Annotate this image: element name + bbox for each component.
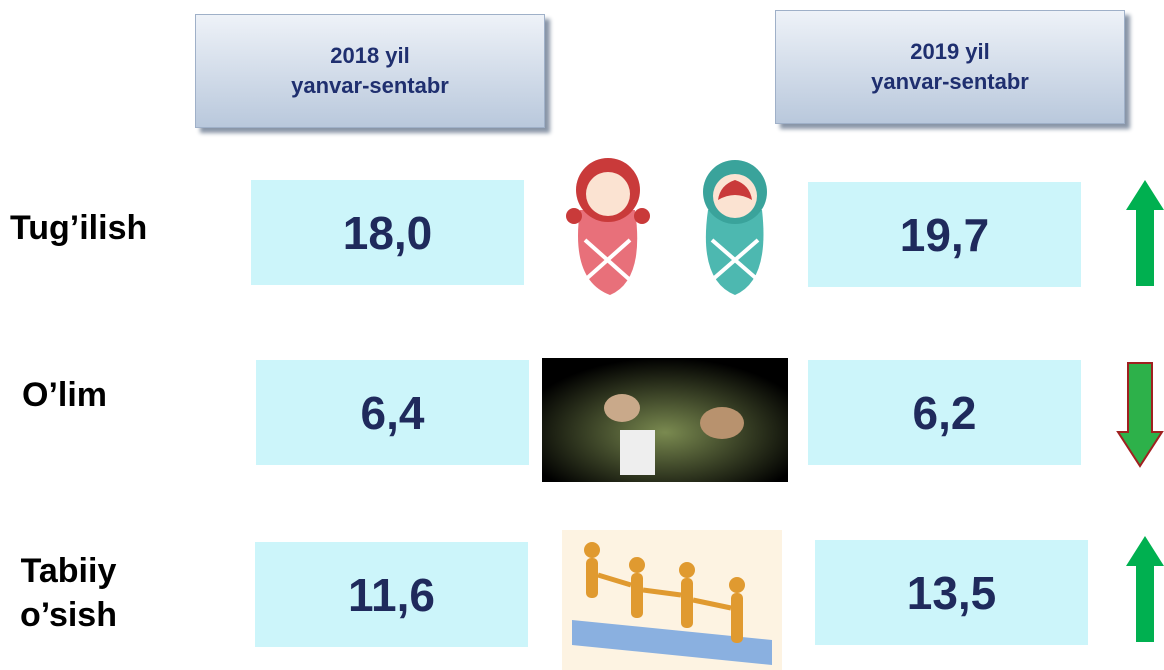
value-cell: 6,2 <box>808 360 1081 465</box>
up-arrow <box>1126 180 1164 286</box>
column-header: 2019 yil yanvar-sentabr <box>775 10 1125 124</box>
up-arrow <box>1126 536 1164 642</box>
down-arrow <box>1116 362 1164 468</box>
column-header: 2018 yil yanvar-sentabr <box>195 14 545 128</box>
value-cell: 18,0 <box>251 180 524 285</box>
row-label: O’lim <box>22 376 108 414</box>
row-label: Tug’ilish <box>10 209 148 247</box>
value-cell: 6,4 <box>256 360 529 465</box>
babies-icon <box>566 158 767 295</box>
people-image <box>562 530 782 670</box>
value-cell: 19,7 <box>808 182 1081 287</box>
death-image <box>542 358 788 482</box>
value-cell: 13,5 <box>815 540 1088 645</box>
row-label: Tabiiy o’sish <box>20 552 117 634</box>
value-cell: 11,6 <box>255 542 528 647</box>
